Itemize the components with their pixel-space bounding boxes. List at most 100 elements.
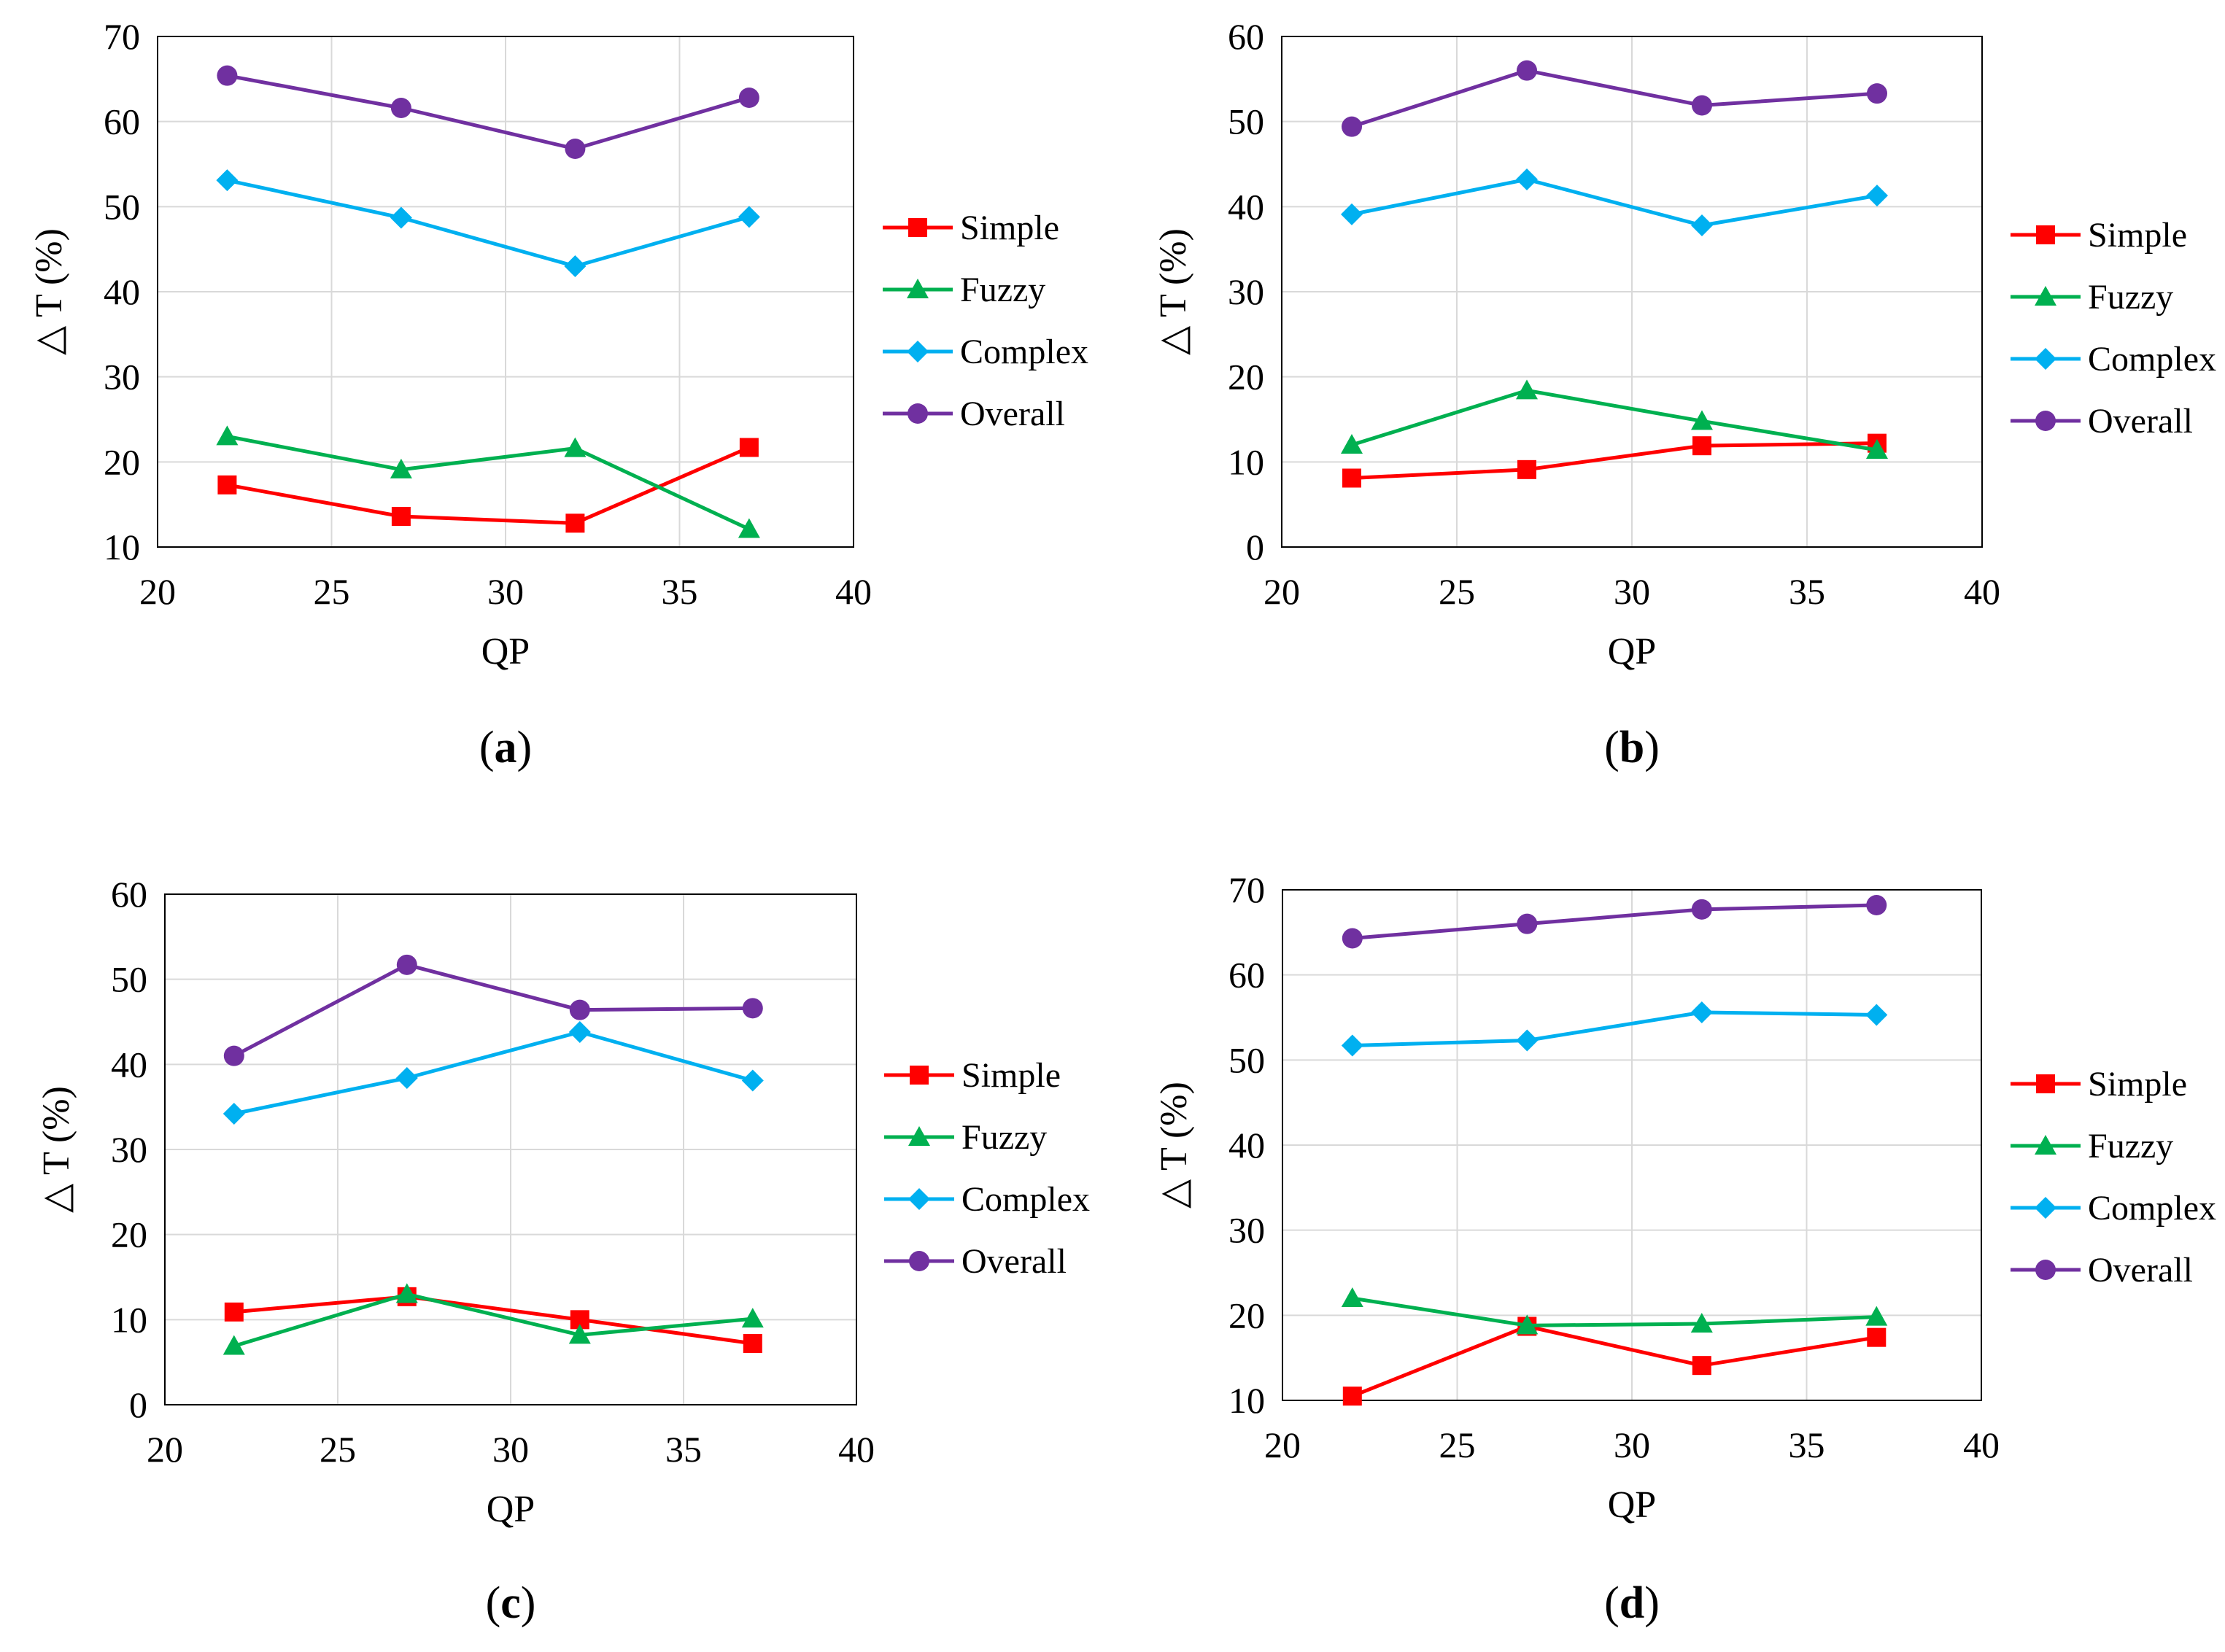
x-tick-label: 30 <box>1614 1424 1650 1465</box>
legend-label-fuzzy: Fuzzy <box>2088 1127 2173 1166</box>
series-line-overall <box>1352 903 1877 940</box>
data-point-simple <box>743 1334 762 1353</box>
data-point-fuzzy <box>564 437 587 457</box>
x-axis-title: QP <box>481 631 530 672</box>
series-line-simple <box>233 1295 754 1346</box>
data-point-simple <box>1692 1356 1711 1376</box>
legend-marker-fuzzy <box>908 1126 930 1146</box>
data-point-fuzzy <box>568 1324 591 1344</box>
y-tick-label: 40 <box>111 1044 147 1085</box>
panel-letter: a <box>495 723 517 772</box>
y-tick-label: 10 <box>1228 441 1264 482</box>
series-line-overall <box>226 74 750 151</box>
data-point-complex <box>1691 214 1713 236</box>
data-point-fuzzy <box>395 1283 418 1303</box>
x-tick-label: 20 <box>1264 1424 1301 1465</box>
legend-label-complex: Complex <box>961 1180 1090 1219</box>
y-tick-label: 30 <box>104 357 140 398</box>
plot-area-border <box>164 893 857 1405</box>
x-tick-label: 25 <box>314 571 350 612</box>
legend-marker-overall <box>2035 411 2056 431</box>
data-point-complex <box>568 1021 591 1043</box>
legend-label-simple: Simple <box>2088 1065 2187 1104</box>
data-point-overall <box>569 999 590 1020</box>
data-point-simple <box>1867 1327 1887 1347</box>
series-line-overall <box>233 963 753 1058</box>
data-point-complex <box>216 169 239 192</box>
y-tick-label: 0 <box>129 1384 147 1425</box>
data-point-complex <box>1865 1004 1888 1026</box>
legend-marker-simple <box>2036 1074 2055 1093</box>
legend: Simple Fuzzy Complex Overall <box>883 209 1088 433</box>
data-point-fuzzy <box>1690 1313 1713 1333</box>
data-point-overall <box>1517 913 1538 934</box>
data-point-overall <box>396 954 417 975</box>
legend-label-fuzzy: Fuzzy <box>960 271 1045 309</box>
panel-letter: c <box>500 1578 521 1628</box>
legend-label-complex: Complex <box>960 333 1088 371</box>
data-point-complex <box>1341 203 1363 225</box>
legend-label-fuzzy: Fuzzy <box>961 1118 1047 1157</box>
legend-marker-overall <box>2035 1260 2056 1280</box>
data-point-fuzzy <box>1341 434 1363 454</box>
series-line-complex <box>226 178 750 268</box>
y-tick-label: 10 <box>104 527 140 567</box>
data-point-simple <box>1517 459 1536 479</box>
chart-panel-b: 20 25 30 35 40 0 10 20 30 40 50 60 QP △ T (%) Simple Fu… <box>1153 16 2216 772</box>
legend-label-fuzzy: Fuzzy <box>2088 278 2173 317</box>
series-line-simple <box>226 446 750 525</box>
series-line-complex <box>233 1030 754 1116</box>
legend-marker-overall <box>909 1251 929 1271</box>
y-tick-label: 60 <box>104 101 140 142</box>
data-point-simple <box>391 507 411 526</box>
data-point-fuzzy <box>1516 379 1538 400</box>
series-line-fuzzy <box>233 1292 754 1348</box>
data-point-fuzzy <box>738 518 760 538</box>
series-line-complex <box>1352 1010 1877 1047</box>
legend-label-simple: Simple <box>961 1056 1061 1095</box>
plot-area-border <box>1281 36 1983 548</box>
data-point-complex <box>1690 1001 1713 1023</box>
data-point-overall <box>1342 116 1362 137</box>
y-tick-label: 10 <box>1228 1380 1265 1421</box>
data-point-overall <box>1867 83 1887 104</box>
y-tick-label: 50 <box>104 186 140 227</box>
x-axis-title: QP <box>487 1489 535 1530</box>
panel-letter: d <box>1620 1578 1644 1628</box>
series-line-fuzzy <box>1351 388 1878 452</box>
data-point-fuzzy <box>1865 1306 1888 1326</box>
legend-label-overall: Overall <box>960 395 1065 433</box>
legend-marker-complex <box>908 1188 930 1210</box>
data-point-overall <box>1691 899 1712 920</box>
plot-area-border <box>157 36 854 548</box>
legend-marker-fuzzy <box>2035 1135 2056 1155</box>
series-line-fuzzy <box>226 434 750 531</box>
x-tick-label: 35 <box>662 571 698 612</box>
y-tick-label: 70 <box>1228 869 1265 910</box>
y-tick-label: 50 <box>111 959 147 1000</box>
data-point-complex <box>1866 185 1888 207</box>
x-axis-title: QP <box>1608 1484 1656 1526</box>
data-point-simple <box>1342 1387 1362 1406</box>
y-axis-title: △ T (%) <box>1153 1082 1195 1209</box>
data-point-overall <box>738 88 759 108</box>
x-tick-label: 35 <box>1789 571 1825 612</box>
x-tick-label: 30 <box>1614 571 1650 612</box>
data-point-complex <box>1516 168 1538 190</box>
data-point-complex <box>1341 1034 1363 1057</box>
y-tick-label: 60 <box>1228 16 1264 57</box>
data-point-complex <box>741 1069 764 1092</box>
x-tick-label: 20 <box>139 571 176 612</box>
data-point-overall <box>1517 60 1537 81</box>
data-point-simple <box>739 438 759 457</box>
y-tick-label: 50 <box>1228 1039 1265 1080</box>
y-tick-label: 30 <box>1228 271 1264 312</box>
data-point-simple <box>217 475 237 495</box>
data-point-complex <box>564 255 587 277</box>
panel-letter: b <box>1620 723 1644 772</box>
legend-marker-complex <box>2035 348 2056 370</box>
plot-area-border <box>1282 889 1982 1401</box>
